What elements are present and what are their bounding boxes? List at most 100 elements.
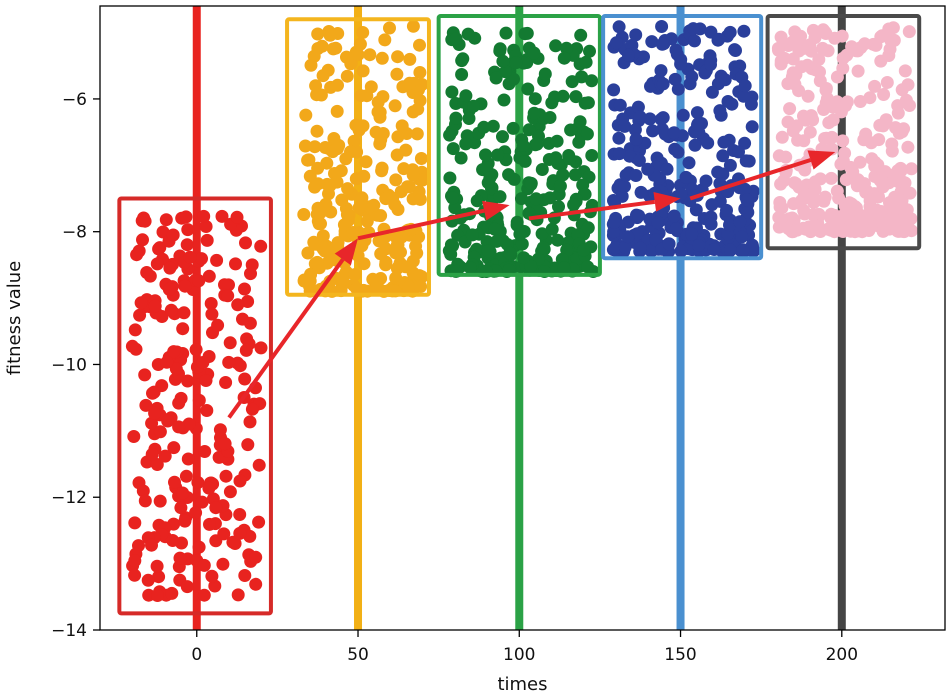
point-series-200 (868, 79, 882, 93)
point-series-0 (241, 295, 255, 308)
point-series-150 (720, 203, 733, 217)
point-series-150 (704, 217, 718, 231)
point-series-50 (356, 26, 370, 39)
point-series-100 (509, 56, 523, 70)
point-series-50 (310, 124, 324, 138)
point-series-100 (538, 67, 552, 81)
points-layer (125, 19, 918, 602)
point-series-150 (689, 203, 703, 217)
point-series-100 (577, 243, 590, 257)
point-series-0 (197, 209, 211, 223)
point-series-0 (136, 233, 149, 247)
point-series-50 (395, 119, 409, 133)
point-series-0 (152, 570, 166, 584)
point-series-150 (717, 135, 731, 149)
point-series-0 (180, 580, 194, 594)
point-series-0 (183, 250, 197, 264)
point-series-0 (210, 253, 224, 267)
point-series-0 (192, 274, 206, 288)
point-series-150 (623, 149, 637, 163)
point-series-100 (535, 227, 549, 241)
point-series-150 (737, 89, 751, 103)
point-series-100 (493, 190, 507, 204)
point-series-0 (239, 343, 253, 357)
point-series-100 (522, 123, 536, 137)
trend-arrow-shaft (357, 208, 485, 241)
y-tick-label: −8 (62, 223, 87, 243)
point-series-0 (127, 430, 141, 443)
point-series-100 (502, 168, 516, 182)
point-series-100 (490, 234, 504, 248)
point-series-150 (629, 132, 643, 146)
point-series-0 (158, 449, 172, 463)
point-series-100 (585, 149, 599, 162)
point-series-200 (775, 130, 789, 144)
point-series-100 (465, 228, 479, 242)
point-series-0 (218, 437, 232, 451)
point-series-150 (613, 98, 627, 112)
point-series-150 (660, 162, 674, 176)
point-series-50 (341, 182, 355, 196)
point-series-0 (215, 209, 229, 223)
point-series-150 (607, 225, 621, 239)
point-series-50 (352, 201, 366, 215)
point-series-150 (607, 215, 621, 229)
point-series-200 (774, 57, 788, 71)
point-series-150 (669, 222, 683, 236)
point-series-0 (189, 343, 203, 357)
point-series-0 (196, 356, 210, 369)
point-series-0 (219, 376, 233, 389)
point-series-100 (446, 142, 460, 156)
point-series-200 (877, 224, 891, 238)
point-series-0 (176, 322, 190, 336)
point-series-50 (406, 163, 420, 177)
point-series-0 (236, 312, 249, 326)
point-series-150 (685, 227, 699, 241)
point-series-100 (585, 74, 599, 88)
point-series-100 (497, 93, 511, 107)
point-series-100 (527, 106, 541, 120)
point-series-150 (646, 124, 660, 138)
point-series-200 (901, 140, 915, 154)
point-series-50 (374, 209, 388, 223)
point-series-100 (564, 123, 578, 137)
point-series-200 (891, 175, 905, 188)
point-series-100 (455, 68, 469, 81)
point-series-200 (905, 162, 918, 176)
y-axis-ticks: −14 −12 −10 −8 −6 (51, 90, 100, 641)
point-series-100 (456, 52, 470, 66)
point-series-200 (836, 134, 850, 148)
point-series-0 (172, 396, 186, 410)
point-series-200 (835, 29, 849, 43)
point-series-100 (521, 82, 535, 96)
point-series-100 (496, 54, 510, 68)
point-series-0 (128, 323, 142, 337)
point-series-0 (209, 501, 223, 515)
point-series-200 (817, 103, 831, 116)
point-series-0 (166, 228, 180, 242)
x-tick-label: 150 (664, 645, 696, 665)
point-series-50 (331, 236, 345, 250)
point-series-50 (351, 48, 365, 62)
point-series-200 (797, 134, 811, 148)
point-series-200 (893, 125, 907, 139)
point-series-100 (550, 134, 564, 148)
point-series-50 (298, 139, 312, 153)
point-series-150 (707, 243, 721, 256)
point-series-50 (299, 108, 313, 122)
point-series-100 (549, 151, 563, 165)
point-series-50 (349, 118, 363, 132)
point-series-200 (801, 89, 815, 103)
point-series-0 (141, 573, 155, 587)
x-tick-label: 200 (826, 645, 858, 665)
point-series-100 (496, 130, 509, 144)
point-series-150 (701, 136, 715, 150)
point-series-200 (853, 155, 867, 169)
point-series-100 (536, 241, 550, 255)
point-series-100 (556, 168, 570, 182)
group-box-100 (436, 13, 602, 277)
point-series-150 (737, 24, 751, 38)
point-series-50 (346, 226, 360, 239)
point-series-0 (197, 588, 211, 602)
point-series-50 (402, 180, 416, 194)
